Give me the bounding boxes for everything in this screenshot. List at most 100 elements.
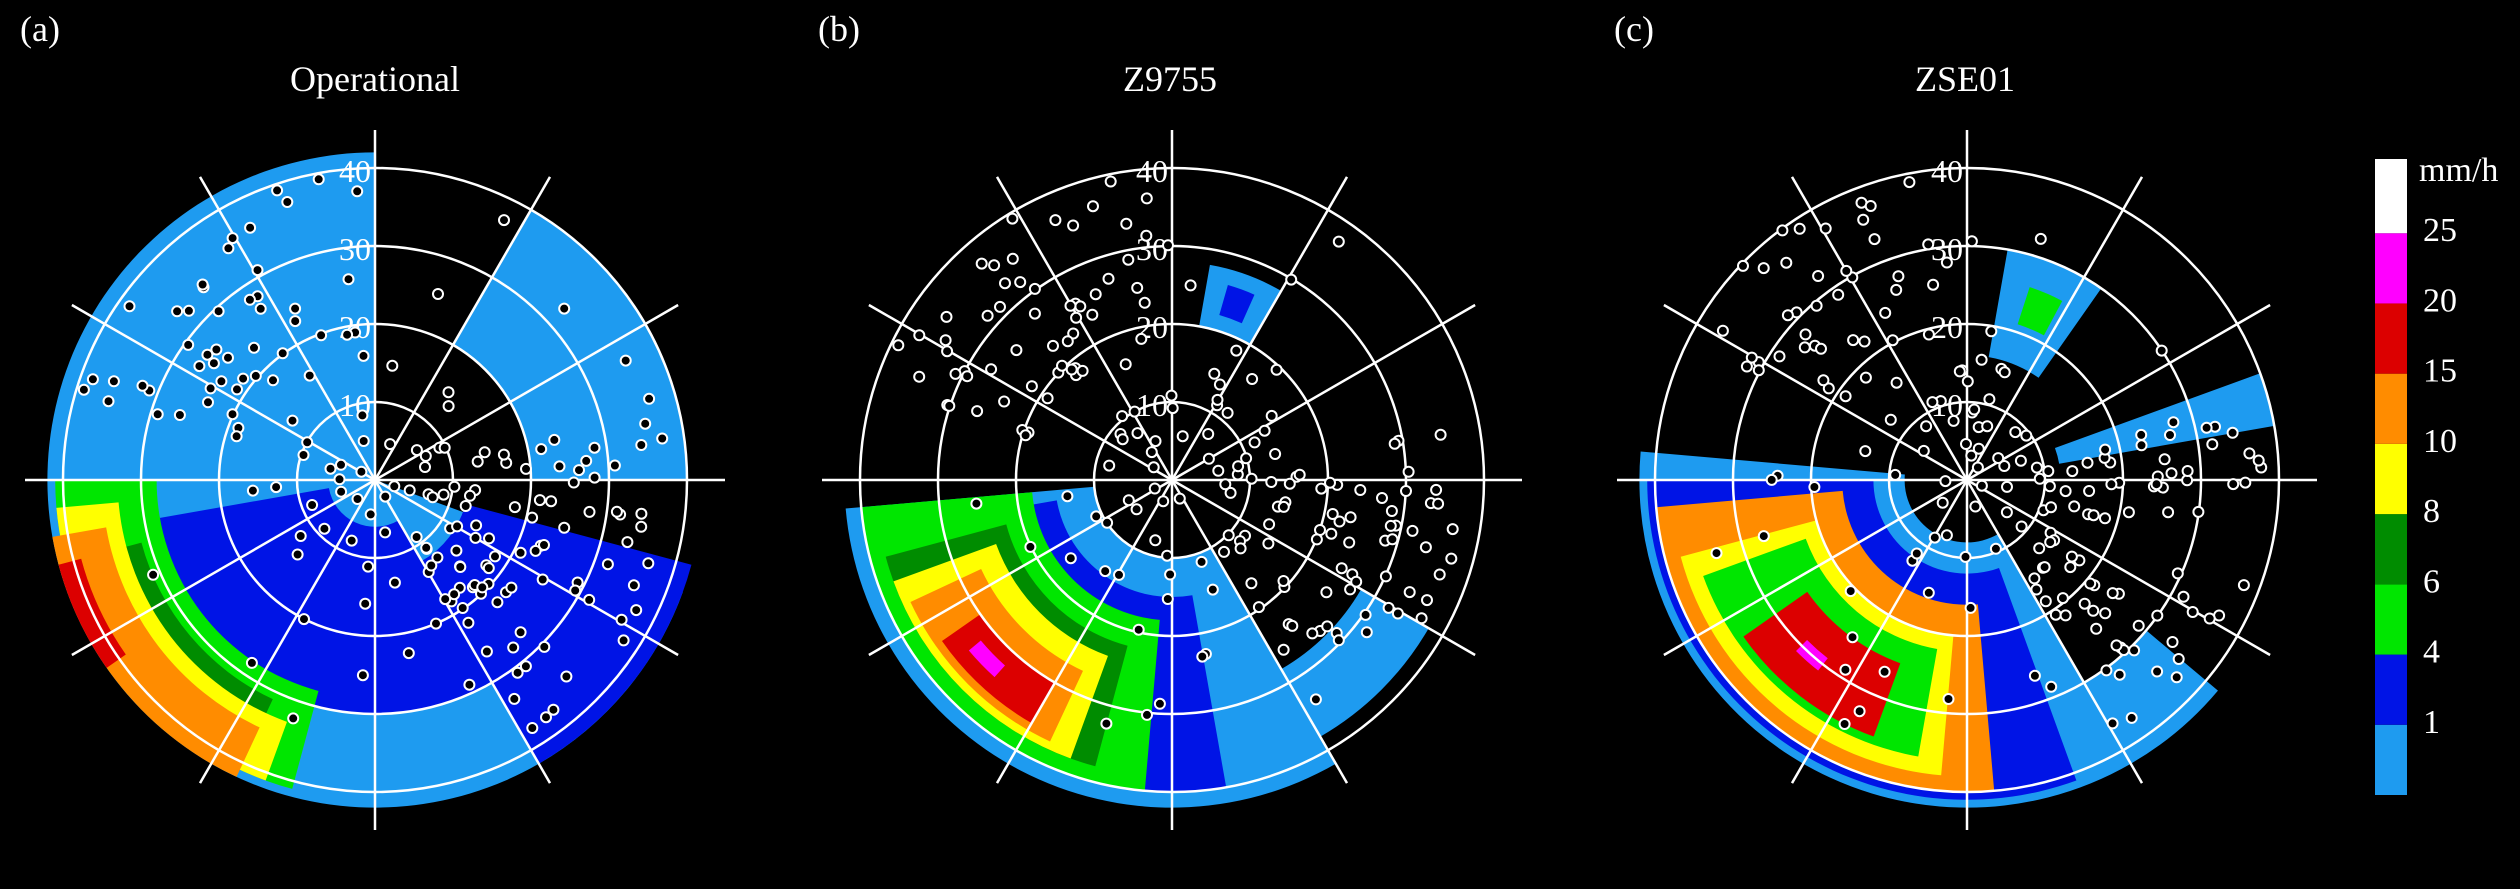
gauge-marker (507, 641, 520, 654)
gauge-marker (193, 360, 206, 373)
gauge-marker (569, 584, 582, 597)
gauge-marker (1153, 697, 1166, 710)
gauge-marker (1776, 224, 1789, 237)
gauge-marker (1332, 235, 1345, 248)
gauge-marker (1740, 360, 1753, 373)
gauge-marker (2106, 587, 2119, 600)
gauge-marker (949, 367, 962, 380)
gauge-marker (627, 579, 640, 592)
gauge-marker (1162, 239, 1174, 252)
gauge-marker (941, 345, 954, 358)
gauge-marker (511, 666, 524, 679)
gauge-marker (1859, 445, 1872, 458)
colorbar-segment-4 (2375, 443, 2407, 515)
gauge-marker (1234, 542, 1247, 555)
gauge-marker (971, 405, 984, 418)
range-label-b-40: 40 (1136, 153, 1168, 189)
colorbar-label-4: 4 (2423, 634, 2440, 671)
radial-spoke-a-210 (71, 478, 376, 657)
gauge-marker (1971, 461, 1984, 474)
gauge-marker (384, 438, 397, 451)
gauge-marker (1325, 527, 1338, 540)
gauge-marker (1061, 490, 1074, 503)
panel-title-c: ZSE01 (1914, 59, 2015, 99)
gauge-marker (1839, 663, 1852, 676)
gauge-marker (505, 581, 518, 594)
gauge-marker (1064, 299, 1077, 312)
gauge-marker (271, 184, 284, 197)
gauge-marker (1056, 359, 1068, 372)
gauge-marker (1061, 335, 1074, 348)
gauge-marker (230, 430, 243, 443)
gauge-marker (270, 481, 283, 494)
gauge-marker (540, 711, 552, 724)
gauge-marker (470, 519, 483, 532)
gauge-marker (1149, 534, 1162, 547)
gauge-marker (2099, 443, 2112, 456)
gauge-marker (1310, 533, 1323, 546)
gauge-marker (2151, 665, 2164, 678)
gauge-marker (289, 315, 302, 328)
radial-spoke-c-60 (1965, 176, 2144, 481)
radial-spoke-b-60 (1170, 176, 1349, 481)
gauge-marker (892, 339, 905, 352)
gauge-marker (1006, 212, 1019, 225)
gauge-marker (207, 357, 220, 370)
gauge-marker (1710, 547, 1723, 560)
gauge-marker (1024, 540, 1037, 553)
gauge-marker (1147, 461, 1160, 474)
panel-title-b: Z9755 (1123, 59, 1217, 99)
gauge-marker (1245, 577, 1258, 590)
gauge-marker (1265, 409, 1278, 422)
gauge-marker (1421, 594, 1433, 607)
gauge-marker (943, 399, 956, 412)
gauge-marker (2206, 438, 2219, 451)
gauge-marker (1432, 497, 1445, 510)
gauge-marker (2166, 636, 2179, 648)
gauge-marker (1122, 494, 1135, 507)
gauge-marker (1927, 278, 1940, 291)
gauge-marker (1983, 393, 1996, 406)
gauge-marker (1166, 402, 1179, 415)
gauge-marker (1959, 550, 1972, 563)
gauge-marker (341, 328, 354, 341)
gauge-marker (222, 242, 235, 255)
gauge-marker (251, 264, 264, 277)
gauge-marker (1049, 214, 1062, 227)
gauge-marker (1892, 270, 1905, 283)
gauge-marker (2170, 671, 2183, 684)
colorbar-label-10: 10 (2423, 423, 2457, 460)
gauge-marker (2243, 447, 2256, 460)
gauge-marker (514, 546, 527, 559)
gauge-marker (1379, 570, 1392, 583)
gauge-marker (245, 656, 258, 669)
gauge-marker (1101, 516, 1114, 529)
gauge-marker (526, 722, 539, 734)
gauge-marker (1864, 200, 1877, 212)
gauge-marker (1258, 424, 1271, 437)
gauge-marker (448, 588, 461, 601)
gauge-marker (1014, 276, 1027, 289)
gauge-marker (276, 347, 289, 360)
gauge-marker (1391, 607, 1404, 620)
gauge-marker (364, 508, 377, 521)
gauge-marker (1145, 446, 1158, 459)
gauge-marker (1780, 256, 1793, 269)
gauge-marker (1403, 586, 1416, 599)
gauge-marker (615, 613, 628, 626)
gauge-marker (1196, 650, 1209, 663)
gauge-marker (1130, 503, 1143, 516)
gauge-marker (2113, 668, 2126, 681)
gauge-marker (1402, 465, 1415, 478)
gauge-marker (1222, 529, 1235, 542)
gauge-marker (491, 596, 504, 609)
colorbar-label-1: 1 (2423, 704, 2440, 741)
gauge-marker (471, 455, 484, 468)
gauge-marker (619, 354, 632, 367)
gauge-marker (2059, 609, 2072, 622)
gauge-marker (438, 441, 451, 454)
gauge-marker (1798, 341, 1811, 354)
gauge-marker (204, 382, 217, 395)
gauge-marker (635, 439, 648, 451)
gauge-marker (1025, 380, 1038, 393)
